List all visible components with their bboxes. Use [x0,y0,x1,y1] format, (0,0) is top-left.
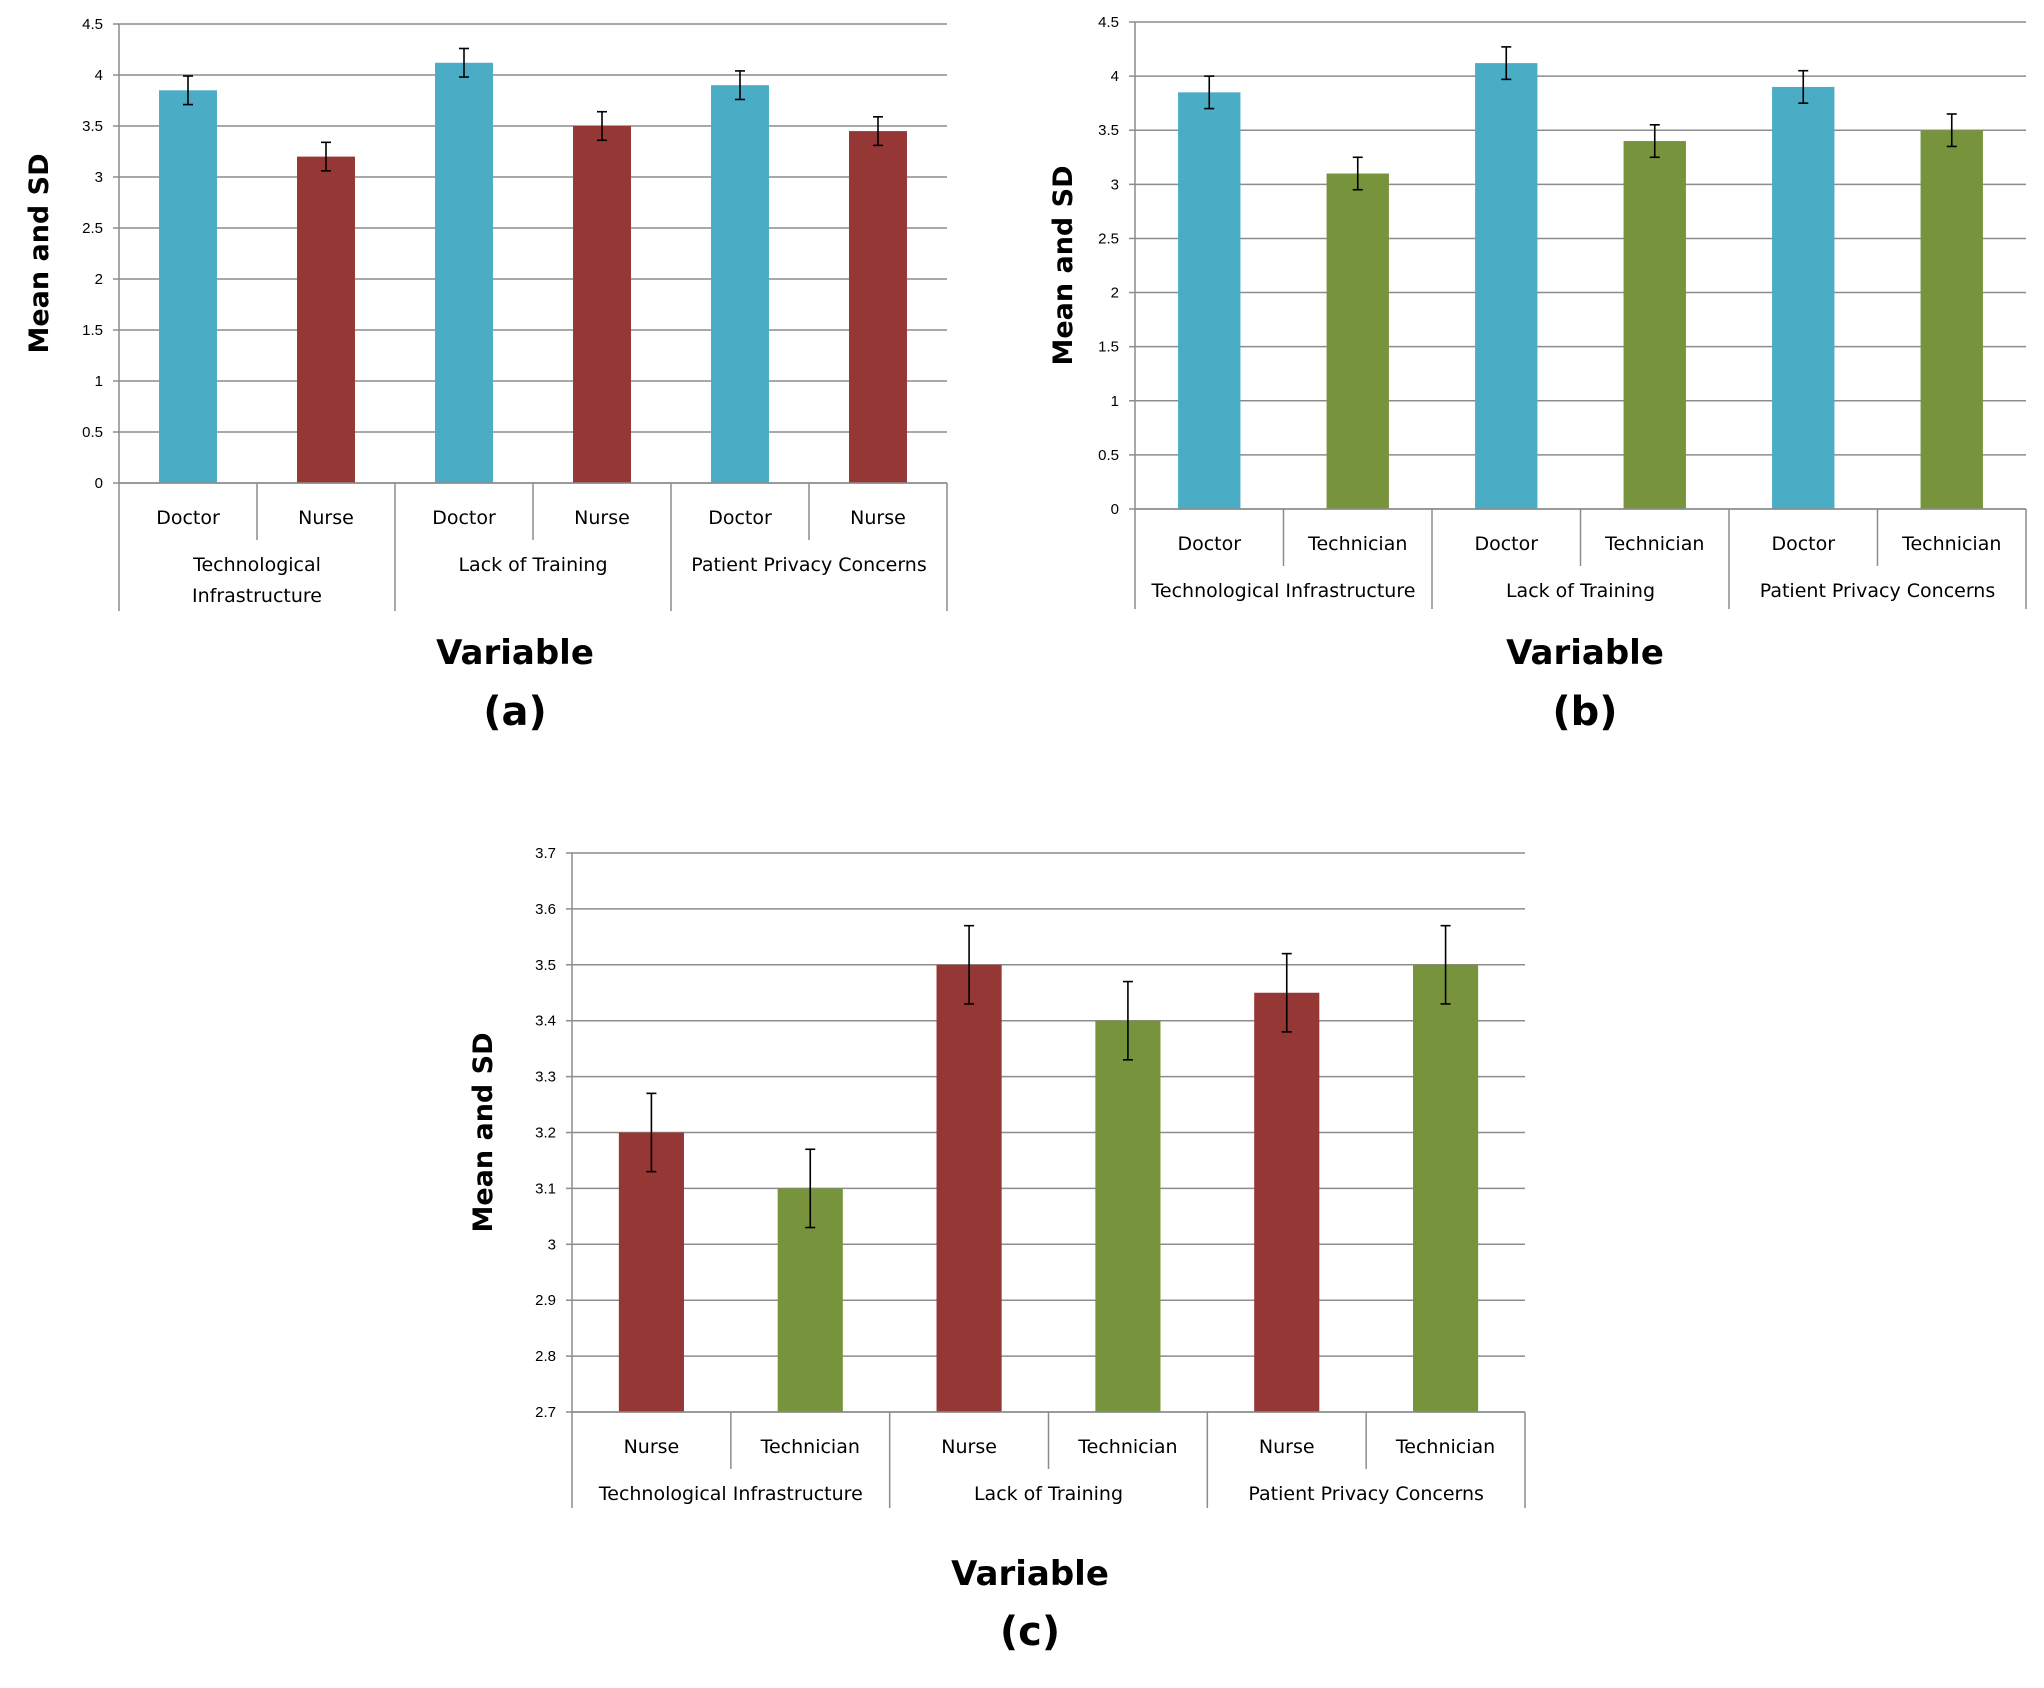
bar-technician [1326,173,1389,509]
bar-doctor [435,62,493,483]
y-axis-title: Mean and SD [1048,165,1079,365]
panel-label: (c) [1000,1609,1060,1655]
y-tick-label: 4 [95,67,103,84]
bar-nurse [573,126,631,483]
chart-panel-c: 2.7 2.8 2.9 3 3.1 3.2 3.3 3.4 3.5 3.6 3.7 Nurse Tech… [468,845,1526,1655]
x-group-label: Infrastructure [192,585,322,607]
bar-doctor [159,90,217,484]
y-tick-label: 3.5 [82,118,103,135]
bar-doctor [711,85,769,483]
x-group-label: Technological Infrastructure [1151,580,1416,602]
x-category-label: Doctor [432,507,496,529]
y-tick-label: 4 [1111,68,1119,85]
x-axis-title: Variable [951,1554,1109,1594]
x-group-label: Patient Privacy Concerns [691,554,927,576]
y-tick-label: 1 [1111,393,1119,410]
x-category-label: Technician [1604,533,1704,555]
y-tick-label: 1.5 [82,322,103,339]
y-tick-label: 0 [95,475,103,492]
y-axis-title: Mean and SD [468,1032,499,1232]
y-tick-label: 3.5 [535,957,556,974]
x-group-label: Lack of Training [1506,580,1655,602]
panel-label: (b) [1552,689,1617,735]
x-category-label: Doctor [1771,533,1835,555]
y-tick-label: 3 [95,169,103,186]
y-tick-label: 0 [1111,501,1119,518]
y-tick-label: 3 [548,1236,556,1253]
x-category-label: Technician [1395,1436,1495,1458]
y-tick-label: 0.5 [82,424,103,441]
x-category-label: Nurse [624,1436,680,1458]
bar-technician [1413,964,1479,1412]
x-category-label: Doctor [1177,533,1241,555]
x-group-label: Patient Privacy Concerns [1248,1483,1484,1505]
y-axis-title: Mean and SD [24,153,55,353]
x-category-label: Technician [760,1436,860,1458]
x-category-label: Technician [1307,533,1407,555]
y-tick-label: 3.7 [535,845,556,862]
panel-label: (a) [483,689,547,735]
x-category-label: Doctor [1474,533,1538,555]
x-group-label: Technological Infrastructure [598,1483,863,1505]
x-category-label: Nurse [941,1436,997,1458]
y-tick-label: 4.5 [1098,14,1119,31]
bar-nurse [297,156,355,483]
y-tick-label: 2.5 [1098,230,1119,247]
y-tick-label: 2 [95,271,103,288]
x-category-label: Technician [1077,1436,1177,1458]
y-tick-label: 3 [1111,176,1119,193]
x-category-label: Nurse [1259,1436,1315,1458]
y-tick-label: 3.6 [535,901,556,918]
bar-technician [1623,141,1686,510]
bar-technician [1920,130,1983,509]
y-tick-label: 3.3 [535,1069,556,1086]
x-category-label: Doctor [156,507,220,529]
y-tick-label: 3.4 [535,1013,556,1030]
bar-nurse [1254,992,1320,1412]
bar-doctor [1772,86,1835,509]
bar-doctor [1475,63,1538,509]
x-group-label: Patient Privacy Concerns [1760,580,1996,602]
x-axis-title: Variable [1506,633,1664,673]
y-tick-label: 1 [95,373,103,390]
x-category-label: Nurse [850,507,906,529]
y-tick-label: 2.7 [535,1404,556,1421]
y-tick-label: 2.8 [535,1348,556,1365]
x-category-label: Nurse [574,507,630,529]
y-tick-label: 2.5 [82,220,103,237]
x-group-label: Technological [192,554,321,576]
y-tick-label: 4.5 [82,16,103,33]
y-tick-label: 3.5 [1098,122,1119,139]
bar-technician [1095,1020,1161,1412]
y-tick-label: 1.5 [1098,339,1119,356]
x-group-label: Lack of Training [974,1483,1123,1505]
y-tick-label: 3.1 [535,1180,556,1197]
y-tick-label: 0.5 [1098,447,1119,464]
bar-nurse [618,1132,684,1412]
x-category-label: Nurse [298,507,354,529]
y-tick-label: 2.9 [535,1292,556,1309]
x-category-label: Technician [1901,533,2001,555]
x-group-label: Lack of Training [458,554,607,576]
chart-panel-b: 0 0.5 1 1.5 2 2.5 3 3.5 4 4.5 Doctor Technician Tech… [1048,14,2027,735]
bar-doctor [1178,92,1241,509]
bar-nurse [936,964,1002,1412]
bar-nurse [849,131,907,483]
x-category-label: Doctor [708,507,772,529]
y-tick-label: 3.2 [535,1125,556,1142]
y-tick-label: 2 [1111,285,1119,302]
x-axis-title: Variable [436,633,594,673]
chart-panel-a: 0 0.5 1 1.5 2 2.5 3 3.5 4 4.5 Doctor Nurse Technolog… [24,16,948,735]
